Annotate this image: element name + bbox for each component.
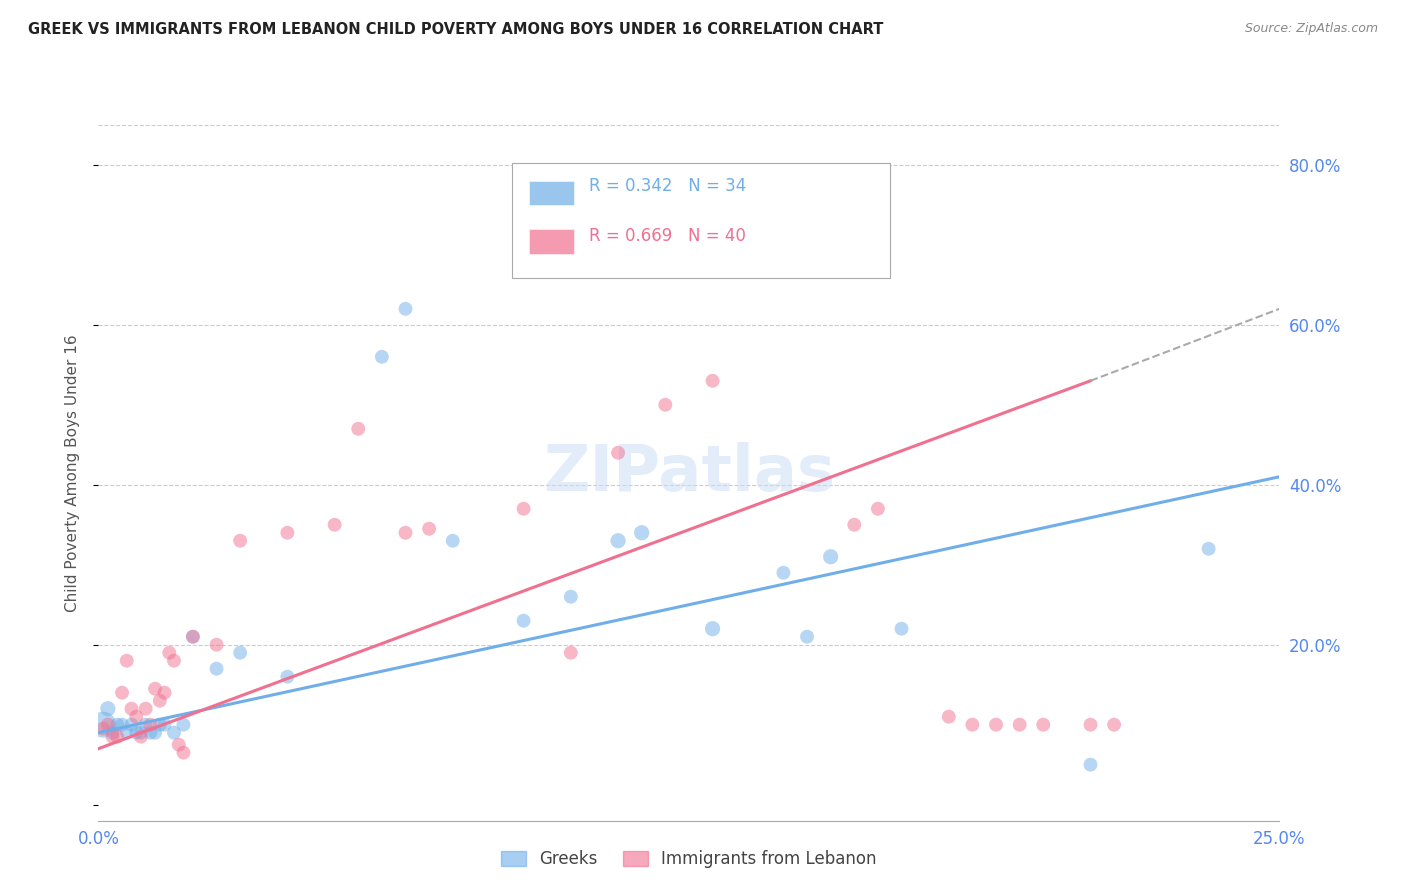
- Point: [607, 446, 630, 460]
- Point: [1102, 717, 1125, 731]
- Point: [702, 622, 724, 636]
- Point: [91, 722, 114, 736]
- Point: [101, 725, 124, 739]
- Point: [512, 614, 534, 628]
- Point: [1198, 541, 1220, 556]
- Point: [418, 522, 440, 536]
- Point: [111, 717, 134, 731]
- Point: [153, 686, 176, 700]
- Point: [890, 622, 912, 636]
- Point: [1080, 757, 1102, 772]
- Point: [149, 717, 172, 731]
- Point: [181, 630, 204, 644]
- Point: [938, 709, 960, 723]
- Point: [91, 717, 114, 731]
- Point: [153, 717, 176, 731]
- Point: [129, 725, 152, 739]
- Point: [962, 717, 984, 731]
- Point: [139, 717, 162, 731]
- Point: [323, 517, 346, 532]
- Point: [560, 590, 582, 604]
- Point: [276, 670, 298, 684]
- Point: [1008, 717, 1031, 731]
- Point: [125, 709, 148, 723]
- Point: [205, 638, 228, 652]
- Point: [167, 738, 190, 752]
- Point: [105, 730, 128, 744]
- Legend: Greeks, Immigrants from Lebanon: Greeks, Immigrants from Lebanon: [495, 844, 883, 875]
- Point: [139, 725, 162, 739]
- Point: [111, 686, 134, 700]
- Point: [394, 301, 416, 316]
- Bar: [530, 180, 575, 205]
- Point: [229, 646, 252, 660]
- Point: [796, 630, 818, 644]
- Point: [512, 501, 534, 516]
- Text: R = 0.342   N = 34: R = 0.342 N = 34: [589, 178, 745, 195]
- Point: [866, 501, 889, 516]
- Text: ZIPatlas: ZIPatlas: [543, 442, 835, 504]
- Point: [115, 725, 138, 739]
- Point: [347, 422, 370, 436]
- Point: [163, 725, 186, 739]
- Point: [115, 654, 138, 668]
- Point: [105, 717, 128, 731]
- Point: [820, 549, 842, 564]
- Bar: [530, 229, 575, 253]
- Point: [371, 350, 394, 364]
- Point: [97, 717, 120, 731]
- Point: [135, 701, 157, 715]
- Point: [163, 654, 186, 668]
- Point: [172, 717, 194, 731]
- Point: [129, 730, 152, 744]
- Point: [135, 717, 157, 731]
- Point: [229, 533, 252, 548]
- Point: [97, 701, 120, 715]
- Point: [101, 730, 124, 744]
- Point: [143, 725, 166, 739]
- Point: [157, 646, 180, 660]
- Point: [121, 701, 143, 715]
- FancyBboxPatch shape: [512, 163, 890, 278]
- Point: [125, 725, 148, 739]
- Point: [772, 566, 794, 580]
- Point: [1032, 717, 1054, 731]
- Point: [984, 717, 1007, 731]
- Point: [702, 374, 724, 388]
- Point: [121, 717, 143, 731]
- Point: [181, 630, 204, 644]
- Point: [560, 646, 582, 660]
- Point: [143, 681, 166, 696]
- Y-axis label: Child Poverty Among Boys Under 16: Child Poverty Among Boys Under 16: [65, 334, 80, 612]
- Point: [630, 525, 652, 540]
- Point: [844, 517, 866, 532]
- Point: [149, 694, 172, 708]
- Point: [441, 533, 464, 548]
- Point: [276, 525, 298, 540]
- Point: [394, 525, 416, 540]
- Point: [1080, 717, 1102, 731]
- Text: Source: ZipAtlas.com: Source: ZipAtlas.com: [1244, 22, 1378, 36]
- Point: [172, 746, 194, 760]
- Point: [654, 398, 676, 412]
- Text: GREEK VS IMMIGRANTS FROM LEBANON CHILD POVERTY AMONG BOYS UNDER 16 CORRELATION C: GREEK VS IMMIGRANTS FROM LEBANON CHILD P…: [28, 22, 883, 37]
- Point: [205, 662, 228, 676]
- Point: [607, 533, 630, 548]
- Text: R = 0.669   N = 40: R = 0.669 N = 40: [589, 227, 745, 245]
